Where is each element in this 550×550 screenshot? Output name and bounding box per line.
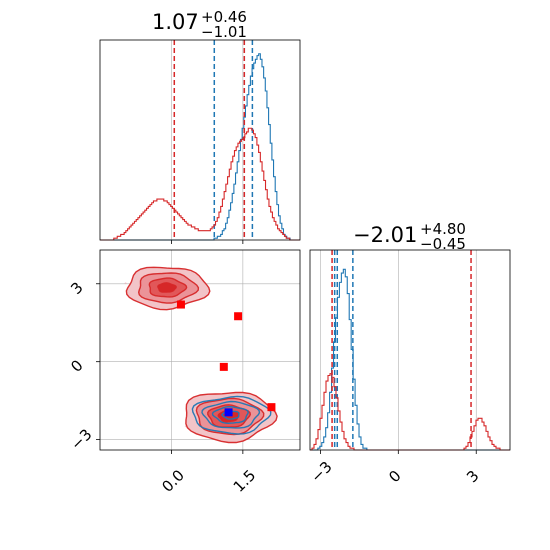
- title-param-2-minus: −0.45: [420, 235, 466, 253]
- tick-label-x-1: 0: [385, 467, 404, 486]
- title-param-2: −2.01: [353, 223, 417, 247]
- hist-param-2-series-1: [310, 373, 510, 451]
- title-param-2-median: −2.01: [353, 223, 417, 247]
- tick-label-x-2: 3: [463, 467, 482, 486]
- panel-hist-param-2: −3 0 3: [307, 249, 511, 486]
- panel-hist-param-1: [99, 39, 301, 244]
- title-param-1-plus: +0.46: [201, 8, 247, 26]
- title-param-1-minus: −1.01: [201, 23, 247, 41]
- title-param-1: 1.07: [152, 10, 199, 34]
- title-param-1-median: 1.07: [152, 10, 199, 34]
- marker-4: [224, 408, 233, 417]
- tick-label-y-0: 3: [67, 278, 86, 297]
- tick-label-x-0: −3: [307, 458, 335, 486]
- contour-2-level-0: [191, 395, 272, 435]
- sample-point: [124, 282, 127, 285]
- hist-param-1-series-1: [100, 127, 300, 241]
- frame-joint: [99, 249, 301, 451]
- contour-2-level-1: [201, 400, 261, 429]
- contour-0-level-3: [157, 282, 177, 293]
- tick-label-x-0: 0.0: [158, 466, 188, 496]
- contour-2-level-2: [211, 406, 249, 425]
- title-param-2-plus: +4.80: [420, 220, 466, 238]
- tick-label-y-2: −3: [67, 425, 95, 453]
- marker-0: [176, 300, 185, 309]
- contour-2-level-3: [221, 410, 240, 420]
- hist-param-2-series-0: [310, 268, 510, 451]
- frame-hist-param-2: [309, 249, 511, 451]
- hist-param-1-series-0: [100, 53, 300, 241]
- marker-3: [267, 403, 276, 412]
- tick-label-y-1: 0: [67, 356, 86, 375]
- panel-joint: 0.0 1.5 3 0 −3: [67, 249, 301, 496]
- marker-1: [234, 312, 243, 321]
- tick-label-x-1: 1.5: [230, 466, 260, 496]
- frame-hist-param-1: [99, 39, 301, 241]
- marker-2: [219, 362, 228, 371]
